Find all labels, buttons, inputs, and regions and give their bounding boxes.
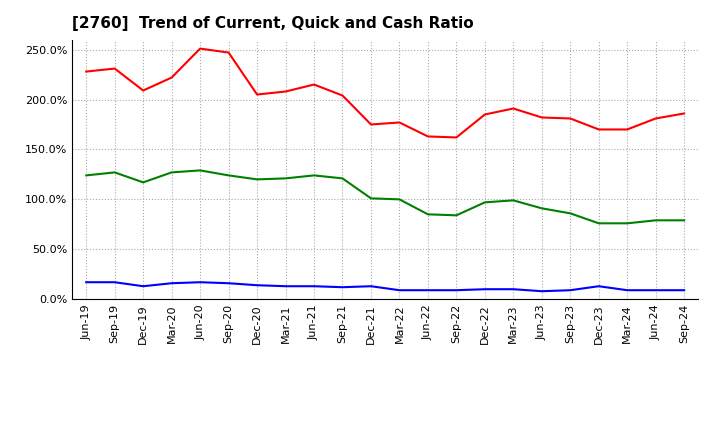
Quick Ratio: [139, 180, 148, 185]
Current Ratio: [509, 106, 518, 111]
Quick Ratio: [395, 197, 404, 202]
Quick Ratio: [423, 212, 432, 217]
Current Ratio: [225, 50, 233, 55]
Quick Ratio: [225, 173, 233, 178]
Text: [2760]  Trend of Current, Quick and Cash Ratio: [2760] Trend of Current, Quick and Cash …: [72, 16, 474, 32]
Quick Ratio: [537, 205, 546, 211]
Quick Ratio: [310, 173, 318, 178]
Quick Ratio: [253, 177, 261, 182]
Quick Ratio: [366, 196, 375, 201]
Cash Ratio: [225, 281, 233, 286]
Current Ratio: [82, 69, 91, 74]
Current Ratio: [537, 115, 546, 120]
Line: Cash Ratio: Cash Ratio: [86, 282, 684, 291]
Cash Ratio: [282, 284, 290, 289]
Current Ratio: [366, 122, 375, 127]
Current Ratio: [338, 93, 347, 98]
Quick Ratio: [509, 198, 518, 203]
Current Ratio: [680, 111, 688, 116]
Current Ratio: [110, 66, 119, 71]
Cash Ratio: [395, 288, 404, 293]
Quick Ratio: [566, 211, 575, 216]
Current Ratio: [395, 120, 404, 125]
Quick Ratio: [680, 218, 688, 223]
Current Ratio: [480, 112, 489, 117]
Cash Ratio: [366, 284, 375, 289]
Quick Ratio: [167, 170, 176, 175]
Current Ratio: [566, 116, 575, 121]
Cash Ratio: [509, 286, 518, 292]
Cash Ratio: [537, 289, 546, 294]
Cash Ratio: [595, 284, 603, 289]
Cash Ratio: [652, 288, 660, 293]
Quick Ratio: [652, 218, 660, 223]
Line: Current Ratio: Current Ratio: [86, 48, 684, 137]
Current Ratio: [167, 75, 176, 80]
Quick Ratio: [595, 221, 603, 226]
Current Ratio: [253, 92, 261, 97]
Cash Ratio: [680, 288, 688, 293]
Cash Ratio: [253, 282, 261, 288]
Cash Ratio: [338, 285, 347, 290]
Cash Ratio: [196, 279, 204, 285]
Quick Ratio: [623, 221, 631, 226]
Cash Ratio: [480, 286, 489, 292]
Cash Ratio: [139, 284, 148, 289]
Cash Ratio: [167, 281, 176, 286]
Cash Ratio: [423, 288, 432, 293]
Cash Ratio: [452, 288, 461, 293]
Current Ratio: [595, 127, 603, 132]
Current Ratio: [623, 127, 631, 132]
Quick Ratio: [282, 176, 290, 181]
Current Ratio: [652, 116, 660, 121]
Line: Quick Ratio: Quick Ratio: [86, 170, 684, 224]
Current Ratio: [196, 46, 204, 51]
Cash Ratio: [110, 279, 119, 285]
Cash Ratio: [310, 284, 318, 289]
Cash Ratio: [82, 279, 91, 285]
Quick Ratio: [452, 213, 461, 218]
Current Ratio: [423, 134, 432, 139]
Current Ratio: [139, 88, 148, 93]
Current Ratio: [282, 89, 290, 94]
Current Ratio: [452, 135, 461, 140]
Cash Ratio: [623, 288, 631, 293]
Quick Ratio: [110, 170, 119, 175]
Quick Ratio: [196, 168, 204, 173]
Quick Ratio: [480, 200, 489, 205]
Current Ratio: [310, 82, 318, 87]
Quick Ratio: [82, 173, 91, 178]
Quick Ratio: [338, 176, 347, 181]
Cash Ratio: [566, 288, 575, 293]
